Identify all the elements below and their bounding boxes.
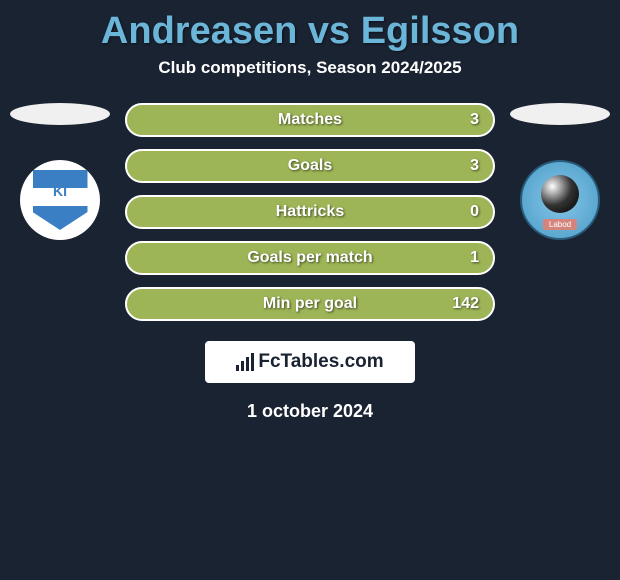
logo-bar [251, 353, 254, 371]
stat-value: 0 [470, 203, 479, 221]
right-side [505, 103, 615, 240]
stat-value: 3 [470, 157, 479, 175]
logo-bar [236, 365, 239, 371]
stat-pill-goals: Goals 3 [125, 149, 495, 183]
stat-label: Goals [288, 157, 332, 175]
team-badge-left [20, 160, 100, 240]
infographic-container: Andreasen vs Egilsson Club competitions,… [0, 0, 620, 422]
shield-icon [33, 170, 88, 230]
logo-bar [241, 361, 244, 371]
page-title: Andreasen vs Egilsson [0, 0, 620, 58]
stat-label: Matches [278, 111, 342, 129]
left-side [5, 103, 115, 240]
stat-value: 3 [470, 111, 479, 129]
stat-pill-gpm: Goals per match 1 [125, 241, 495, 275]
content-row: Matches 3 Goals 3 Hattricks 0 Goals per … [0, 103, 620, 321]
stat-value: 142 [452, 295, 479, 313]
logo-text: FcTables.com [258, 351, 383, 373]
stat-label: Min per goal [263, 295, 357, 313]
footer: FcTables.com 1 october 2024 [0, 341, 620, 422]
ball-icon [535, 175, 585, 225]
team-badge-right [520, 160, 600, 240]
stat-pill-mpg: Min per goal 142 [125, 287, 495, 321]
left-ellipse [10, 103, 110, 125]
date-label: 1 october 2024 [247, 401, 373, 422]
logo-bar [246, 357, 249, 371]
stats-column: Matches 3 Goals 3 Hattricks 0 Goals per … [125, 103, 495, 321]
right-ellipse [510, 103, 610, 125]
fctables-logo: FcTables.com [205, 341, 415, 383]
stat-label: Goals per match [247, 249, 372, 267]
bars-icon [236, 353, 254, 371]
page-subtitle: Club competitions, Season 2024/2025 [0, 58, 620, 103]
stat-label: Hattricks [276, 203, 344, 221]
stat-pill-matches: Matches 3 [125, 103, 495, 137]
stat-pill-hattricks: Hattricks 0 [125, 195, 495, 229]
stat-value: 1 [470, 249, 479, 267]
